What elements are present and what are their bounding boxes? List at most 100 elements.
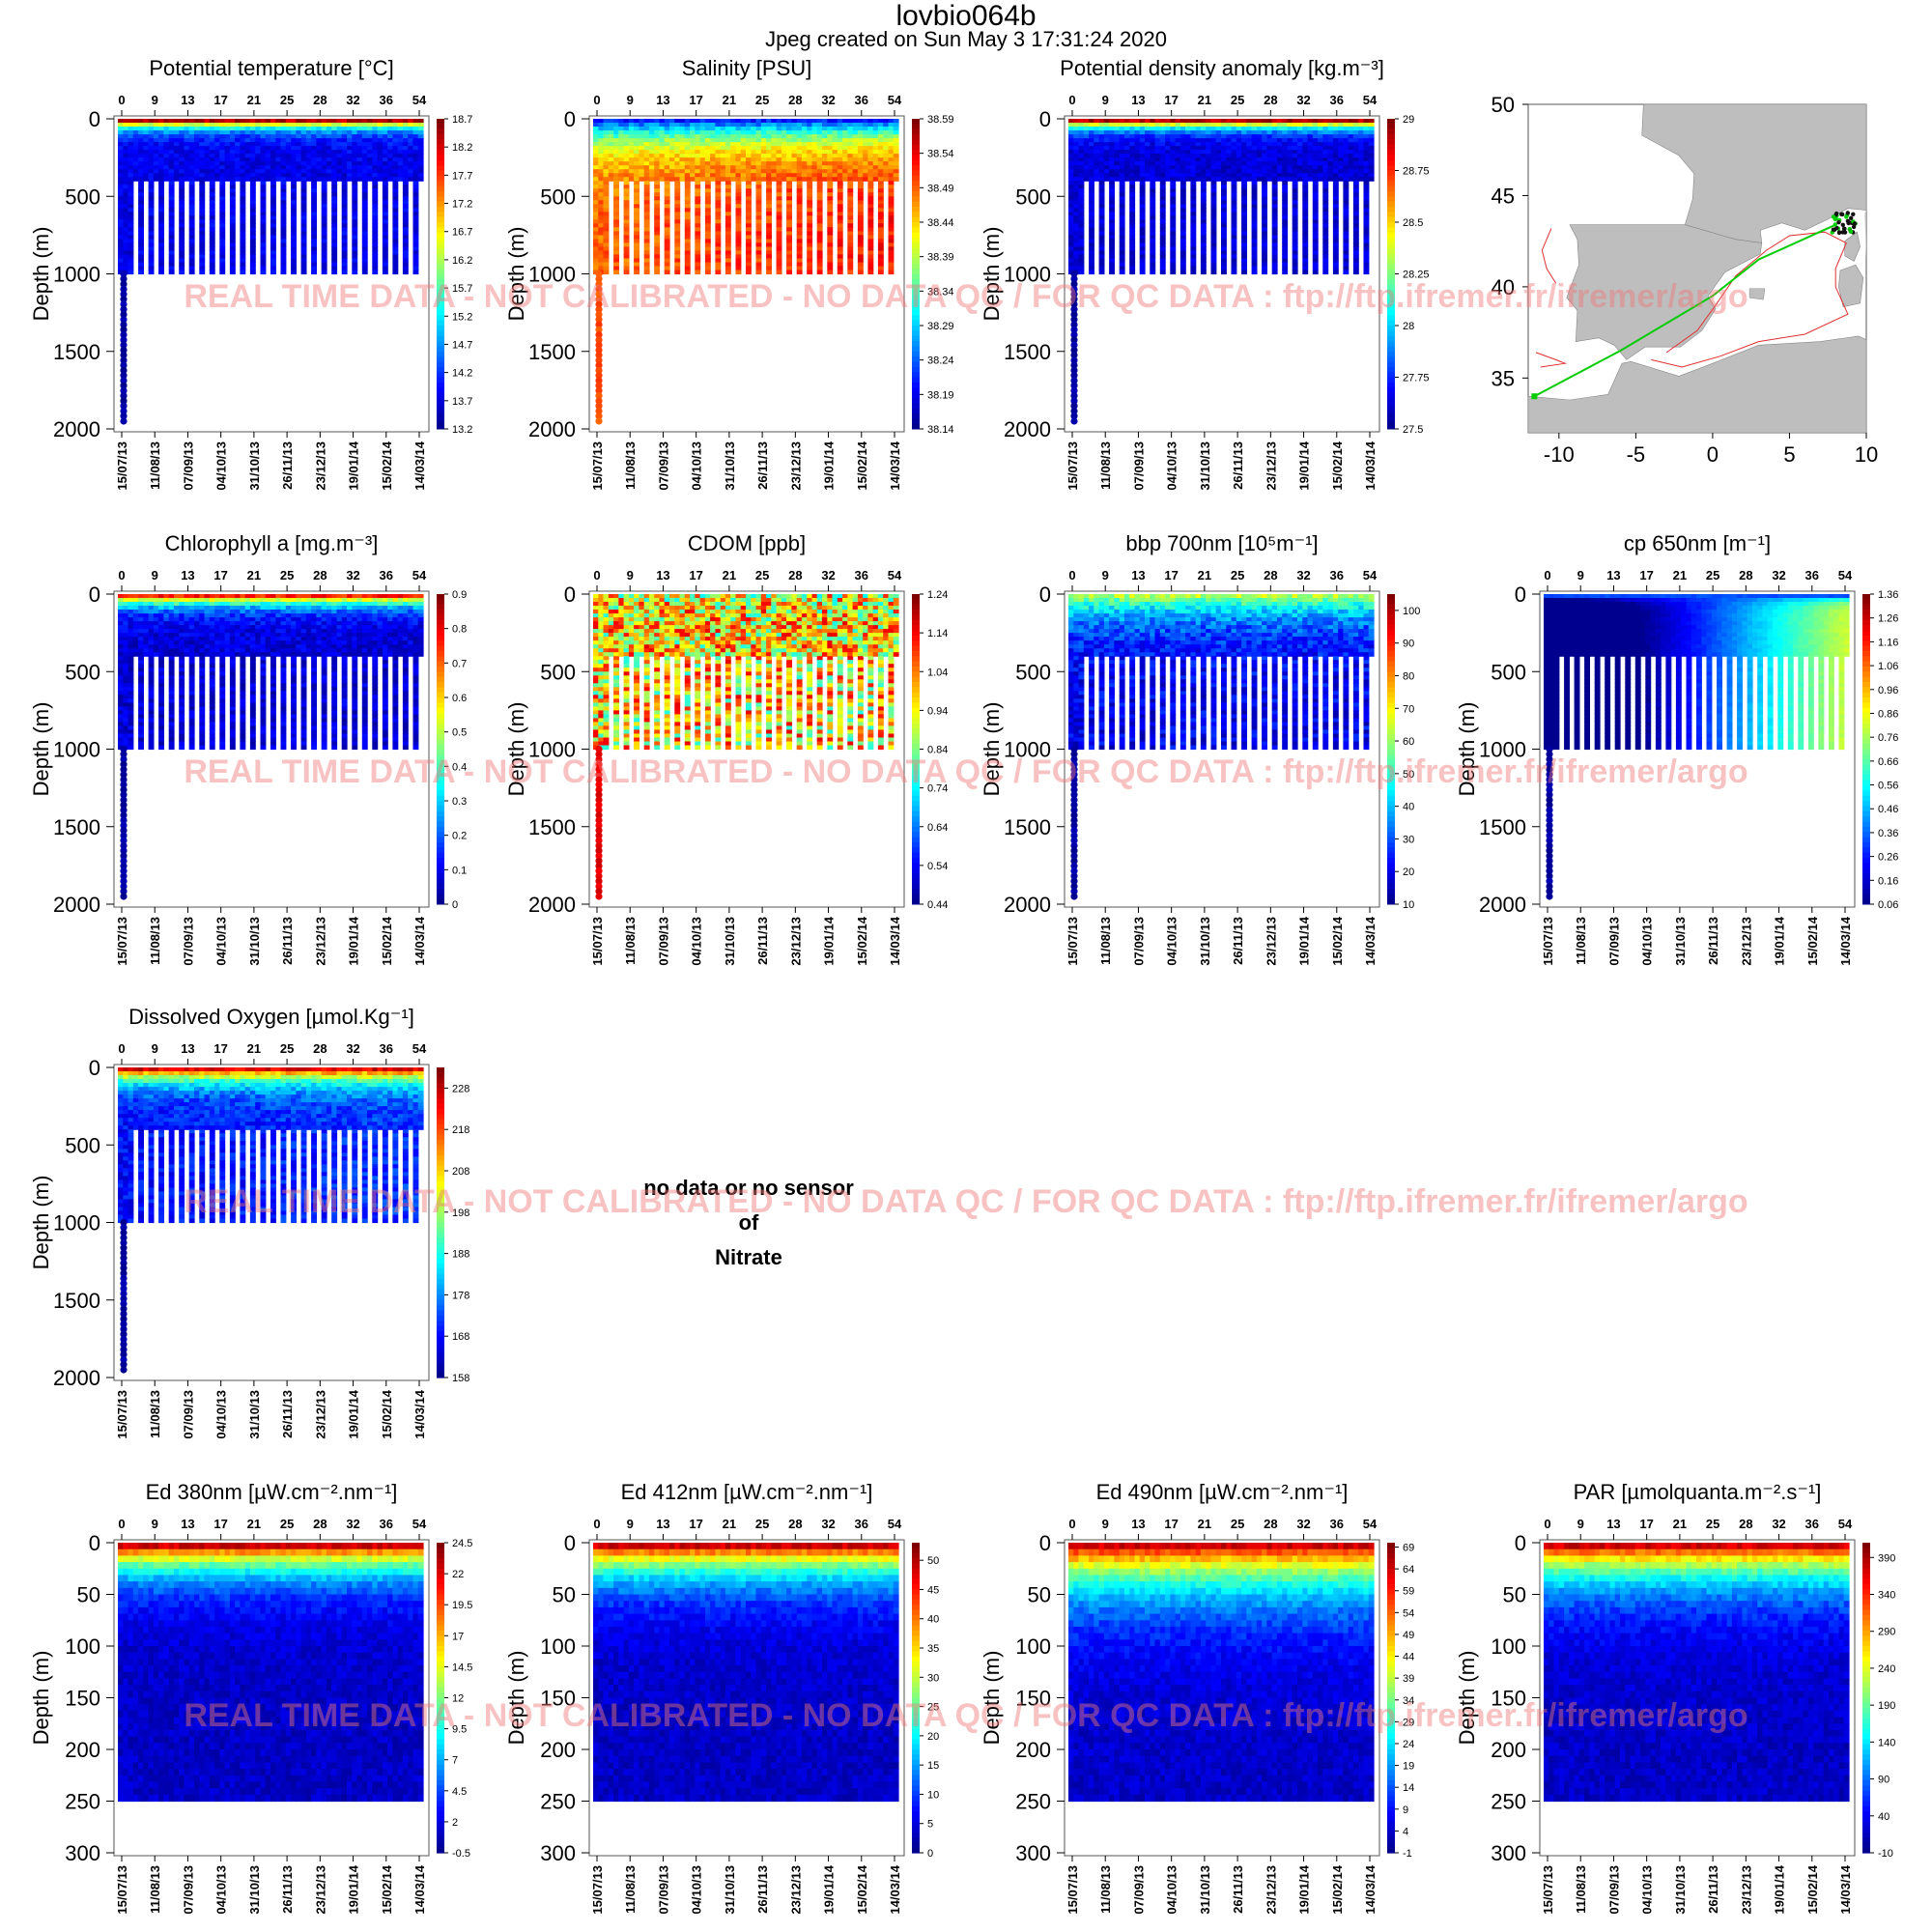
data-cell bbox=[1206, 119, 1211, 124]
data-cell bbox=[715, 242, 721, 247]
data-cell bbox=[1120, 192, 1125, 197]
data-cell bbox=[766, 208, 772, 213]
data-cell bbox=[751, 169, 756, 174]
data-cell bbox=[158, 138, 164, 143]
data-cell bbox=[387, 127, 393, 131]
data-cell bbox=[169, 204, 175, 209]
data-cell bbox=[383, 242, 388, 247]
data-cell bbox=[286, 142, 292, 147]
data-cell bbox=[736, 127, 742, 131]
data-cell bbox=[1221, 146, 1227, 151]
data-cell bbox=[210, 157, 215, 162]
data-cell bbox=[149, 204, 155, 209]
data-cell bbox=[883, 161, 889, 166]
data-cell bbox=[372, 223, 378, 228]
colorbar-cell bbox=[912, 378, 920, 384]
data-cell bbox=[291, 169, 297, 174]
data-cell bbox=[802, 142, 808, 147]
data-cell bbox=[383, 267, 388, 271]
data-cell bbox=[797, 188, 803, 193]
data-cell bbox=[362, 161, 368, 166]
data-cell bbox=[149, 263, 155, 268]
data-cell bbox=[1165, 173, 1171, 178]
data-cell bbox=[725, 204, 731, 209]
data-cell bbox=[736, 250, 742, 255]
data-cell bbox=[1211, 208, 1217, 213]
data-cell bbox=[163, 123, 169, 128]
data-cell bbox=[1272, 119, 1278, 124]
data-cell bbox=[1232, 227, 1237, 232]
colorbar-cell bbox=[912, 290, 920, 296]
data-cell bbox=[1206, 138, 1211, 143]
data-cell bbox=[725, 138, 731, 143]
data-cell bbox=[1185, 161, 1191, 166]
data-cell bbox=[199, 227, 205, 232]
colorbar-cell bbox=[912, 202, 920, 208]
data-cell bbox=[413, 270, 419, 275]
data-cell bbox=[873, 177, 879, 182]
data-cell bbox=[807, 219, 812, 224]
data-cell bbox=[383, 227, 388, 232]
data-cell bbox=[185, 138, 190, 143]
data-cell bbox=[118, 246, 124, 251]
data-cell bbox=[1155, 169, 1161, 174]
data-cell bbox=[690, 146, 696, 151]
data-cell bbox=[378, 119, 384, 124]
data-cell bbox=[1155, 142, 1161, 147]
data-cell bbox=[867, 200, 873, 205]
data-cell bbox=[807, 181, 812, 185]
data-cell bbox=[807, 246, 812, 251]
data-cell bbox=[613, 188, 619, 193]
data-cell bbox=[179, 192, 185, 197]
data-cell bbox=[189, 150, 195, 155]
data-cell bbox=[1150, 138, 1155, 143]
data-cell bbox=[639, 150, 644, 155]
data-cell bbox=[118, 235, 124, 240]
data-cell bbox=[1180, 208, 1186, 213]
data-cell bbox=[705, 177, 711, 182]
data-cell bbox=[418, 138, 424, 143]
data-cell bbox=[123, 250, 128, 255]
data-cell bbox=[138, 161, 144, 166]
data-cell bbox=[685, 235, 691, 240]
data-cell bbox=[123, 165, 128, 170]
data-cell bbox=[266, 165, 271, 170]
data-cell bbox=[654, 161, 660, 166]
data-cell bbox=[822, 119, 828, 124]
data-cell bbox=[833, 130, 838, 135]
data-cell bbox=[392, 212, 398, 216]
data-cell bbox=[1252, 142, 1258, 147]
data-cell bbox=[629, 142, 635, 147]
data-cell bbox=[189, 119, 195, 124]
data-cell bbox=[761, 146, 767, 151]
data-cell bbox=[1155, 119, 1161, 124]
data-cell bbox=[1170, 161, 1176, 166]
data-cell bbox=[1150, 123, 1155, 128]
data-cell bbox=[629, 157, 635, 162]
data-cell bbox=[240, 157, 245, 162]
colorbar-cell bbox=[912, 181, 920, 186]
data-cell bbox=[275, 123, 281, 128]
data-cell bbox=[690, 142, 696, 147]
data-cell bbox=[322, 204, 327, 209]
data-cell bbox=[741, 169, 747, 174]
data-cell bbox=[746, 181, 752, 185]
data-cell bbox=[1180, 177, 1186, 182]
data-cell bbox=[756, 259, 762, 264]
data-cell bbox=[756, 146, 762, 151]
data-cell bbox=[1185, 173, 1191, 178]
data-cell bbox=[878, 146, 884, 151]
data-cell bbox=[1140, 200, 1146, 205]
data-cell bbox=[1206, 165, 1211, 170]
data-cell bbox=[403, 181, 409, 185]
data-cell bbox=[1120, 239, 1125, 243]
data-cell bbox=[387, 146, 393, 151]
data-cell bbox=[194, 157, 200, 162]
data-cell bbox=[1109, 173, 1115, 178]
data-cell bbox=[858, 239, 864, 243]
data-cell bbox=[327, 146, 332, 151]
data-cell bbox=[210, 242, 215, 247]
colorbar-tick-label: 15.2 bbox=[452, 311, 472, 323]
data-cell bbox=[593, 242, 599, 247]
data-cell bbox=[634, 138, 639, 143]
